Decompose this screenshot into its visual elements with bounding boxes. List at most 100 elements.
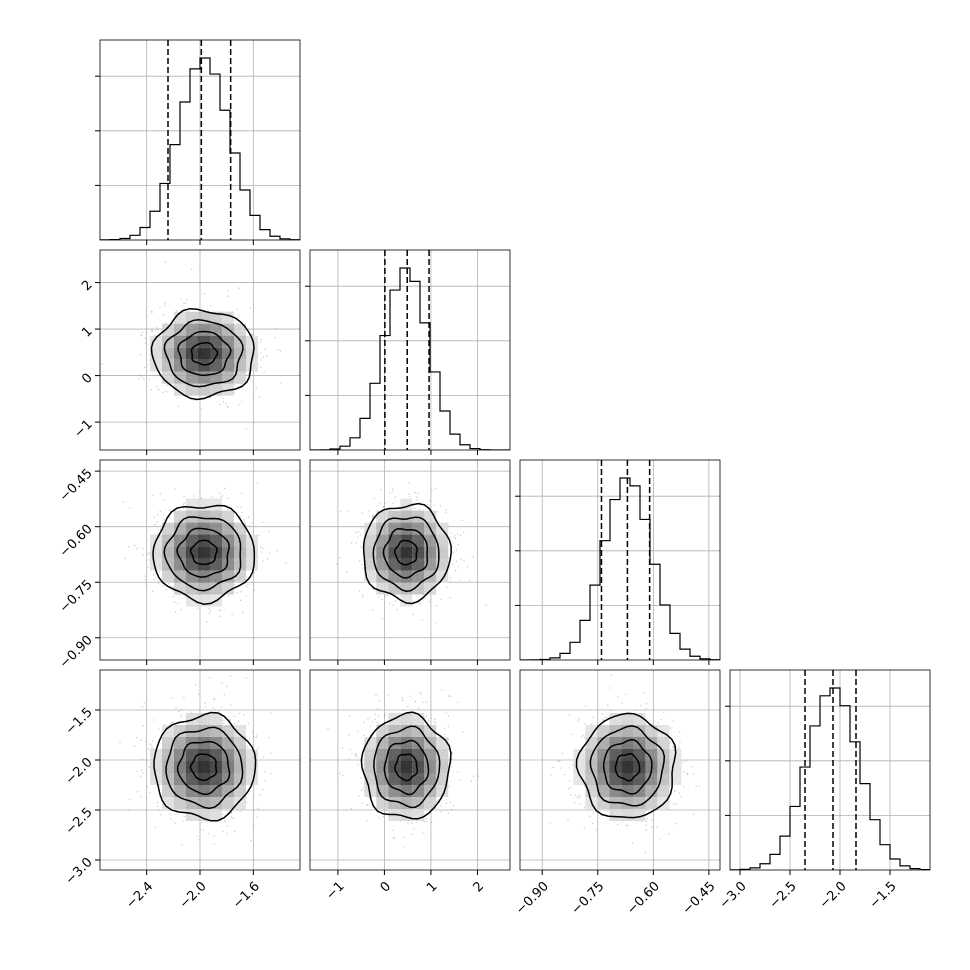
density-cell: [150, 749, 162, 761]
histogram-panel-0: [95, 39, 301, 245]
density-cell: [573, 761, 586, 773]
panel-frame: [519, 669, 721, 871]
contour-line: [165, 726, 244, 810]
density-cell: [246, 773, 258, 785]
density-cell: [633, 809, 646, 821]
histogram-panel-2: [515, 459, 721, 665]
density-cell: [186, 761, 198, 773]
density-cell: [198, 785, 210, 797]
density-cell: [186, 773, 198, 785]
density-cell: [210, 534, 222, 547]
density-cell: [364, 749, 377, 761]
y-tick-label: −0.90: [57, 633, 96, 672]
contour-line: [176, 740, 231, 796]
density-cell: [621, 809, 634, 821]
density-cell: [376, 761, 389, 773]
density-cell: [246, 546, 258, 559]
density-cell: [234, 371, 246, 384]
density-cell: [246, 335, 258, 348]
density-cell: [210, 809, 222, 821]
x-tick-label: −1.6: [230, 879, 263, 912]
contour-line: [163, 319, 244, 388]
density-cell: [198, 335, 210, 348]
density-cell: [400, 725, 413, 737]
density-cell: [645, 749, 658, 761]
panel-frame: [729, 669, 931, 871]
density-cell: [186, 335, 198, 348]
density-cell: [198, 546, 210, 559]
density-cell: [436, 534, 449, 547]
density-cell: [222, 371, 234, 384]
density-cell: [198, 323, 210, 336]
density-cell: [186, 359, 198, 372]
contour-line: [189, 539, 218, 566]
density-cell: [424, 582, 437, 595]
density-cell: [198, 498, 210, 511]
density-cell: [162, 725, 174, 737]
density-cell: [669, 773, 682, 785]
density-cell: [198, 582, 210, 595]
density-cell: [364, 737, 377, 749]
density-cell: [198, 371, 210, 384]
histogram-step-line: [100, 57, 300, 240]
density-cell: [573, 749, 586, 761]
contour-line: [383, 739, 430, 796]
y-tick-label: 2: [79, 278, 95, 294]
x-tick-label: −2.4: [123, 879, 156, 912]
contour-line: [153, 711, 257, 822]
density-cell: [388, 773, 401, 785]
panel-frame: [309, 249, 511, 451]
density-cell: [198, 510, 210, 523]
density-cell: [400, 522, 413, 535]
density-cell: [174, 335, 186, 348]
density-cell: [186, 522, 198, 535]
density-cell: [162, 371, 174, 384]
density-cell: [210, 498, 222, 511]
contour-line: [394, 753, 419, 782]
contour-line: [177, 330, 232, 376]
density-cell: [210, 785, 222, 797]
density-cell: [376, 749, 389, 761]
density-cell: [400, 570, 413, 583]
contour-line: [393, 539, 418, 566]
panel-frame: [309, 669, 511, 871]
density-cell: [186, 311, 198, 324]
density-cell: [222, 785, 234, 797]
density-cell: [234, 761, 246, 773]
density-cell: [400, 546, 413, 559]
density-cell: [162, 323, 174, 336]
y-tick-label: −2.0: [63, 755, 96, 788]
density-cell: [645, 797, 658, 809]
density-cell: [412, 797, 425, 809]
contour-line: [602, 739, 653, 795]
density-cell: [186, 749, 198, 761]
density-cell: [210, 510, 222, 523]
density-cell: [376, 558, 389, 571]
x-tick-label: −2.0: [817, 879, 850, 912]
density-cell: [234, 335, 246, 348]
density-cell: [412, 761, 425, 773]
contour-line: [575, 712, 677, 819]
density-cell: [364, 785, 377, 797]
density-cell: [400, 773, 413, 785]
density-cell: [436, 761, 449, 773]
density-cell: [388, 522, 401, 535]
x-tick-label: 2: [471, 879, 487, 895]
density-cell: [210, 522, 222, 535]
density-cell: [222, 558, 234, 571]
contour-line: [360, 711, 452, 820]
density-cell: [150, 761, 162, 773]
histogram-panel-3: −3.0 −2.5 −2.0 −1.5: [717, 669, 931, 912]
density-cell: [246, 347, 258, 360]
density-cell: [198, 761, 210, 773]
density-cell: [222, 797, 234, 809]
contour-line: [589, 725, 666, 807]
density-cell: [609, 785, 622, 797]
density-cell: [412, 570, 425, 583]
density-cell: [186, 558, 198, 571]
density-cell: [234, 797, 246, 809]
density-cell: [400, 510, 413, 523]
contour-line: [163, 516, 242, 592]
density-cell: [376, 737, 389, 749]
histogram-step-line: [730, 687, 930, 870]
